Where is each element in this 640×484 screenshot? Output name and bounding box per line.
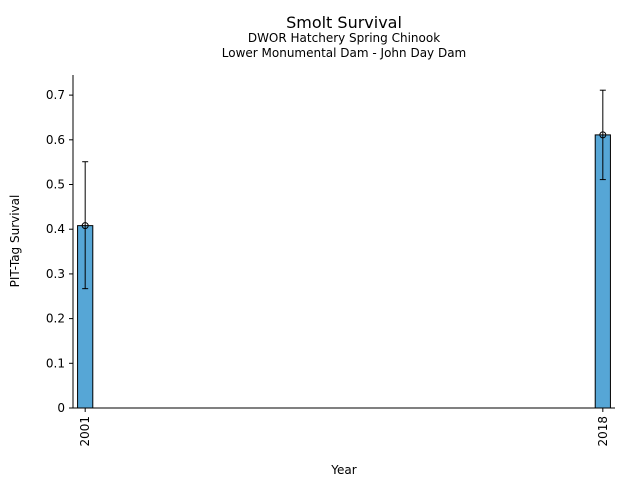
bars-group — [77, 134, 611, 409]
y-tick-label: 0.2 — [46, 312, 65, 326]
chart-title: Smolt Survival — [286, 13, 402, 32]
point-marker-2018 — [599, 131, 607, 139]
chart-subtitle-line-2: Lower Monumental Dam - John Day Dam — [222, 46, 467, 60]
y-axis-label: PIT-Tag Survival — [8, 195, 22, 288]
chart-subtitle-line-1: DWOR Hatchery Spring Chinook — [248, 31, 440, 45]
y-tick-label: 0.4 — [46, 222, 65, 236]
y-tick-label: 0.1 — [46, 356, 65, 370]
x-tick-label: 2001 — [78, 416, 92, 447]
y-axis: 0 0.1 0.2 0.3 0.4 0.5 0.6 0.7 — [46, 75, 74, 415]
y-tick-label: 0.6 — [46, 133, 65, 147]
x-tick-label: 2018 — [596, 416, 610, 447]
y-tick-label: 0.5 — [46, 178, 65, 192]
x-axis: 2001 2018 — [73, 407, 615, 447]
errorbars-group — [81, 89, 607, 290]
point-marker-2001 — [81, 222, 89, 230]
x-axis-label: Year — [330, 463, 356, 477]
y-tick-label: 0.7 — [46, 88, 65, 102]
y-tick-label: 0 — [57, 401, 65, 415]
y-tick-label: 0.3 — [46, 267, 65, 281]
